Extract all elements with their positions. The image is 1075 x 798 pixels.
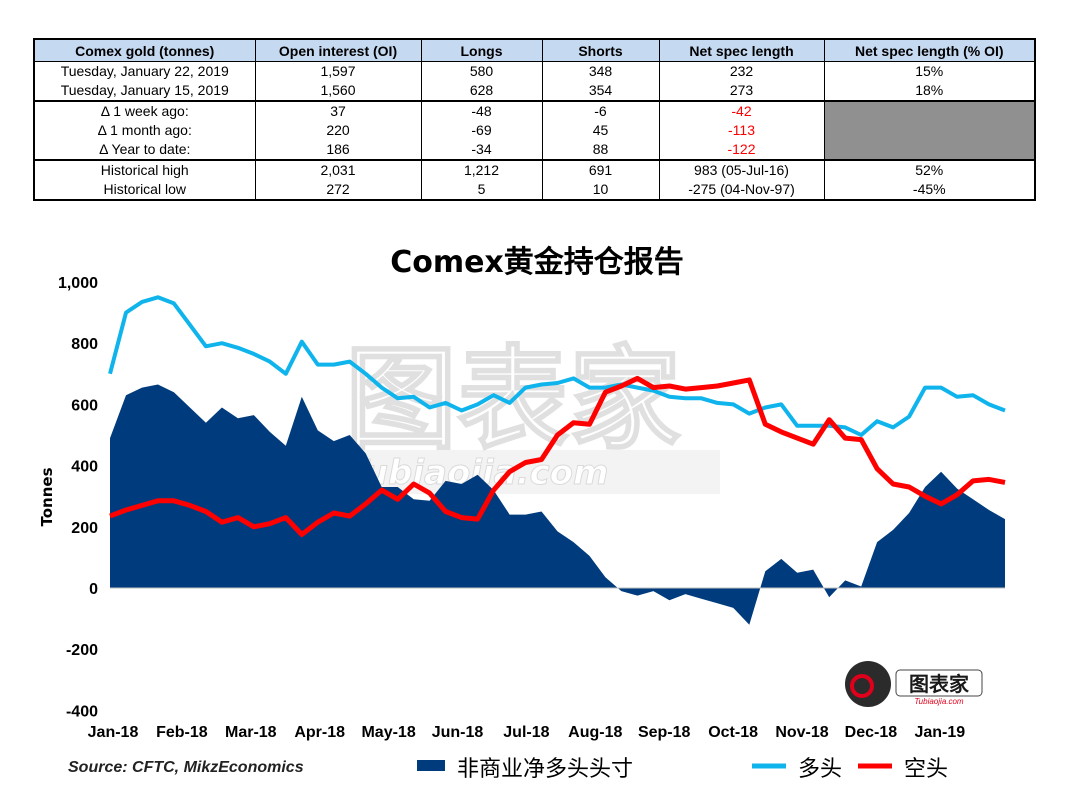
table-row: Δ Year to date: 186 -34 88 -122 xyxy=(33,140,1036,161)
series-shorts-line xyxy=(109,375,1006,537)
legend-label: 多头 xyxy=(798,757,842,782)
table-row: Tuesday, January 15, 2019 1,560 628 354 273 1… xyxy=(33,81,1036,102)
tubiaojia-logo: 图表家 Tubiaojia.com xyxy=(845,661,983,707)
y-axis-label: Tonnes xyxy=(38,467,56,526)
cell-label: Δ 1 month ago: xyxy=(33,121,256,140)
cell-net-spec-pct: 15% xyxy=(823,61,1036,81)
cell-label: Tuesday, January 22, 2019 xyxy=(33,61,256,81)
cell-label: Δ 1 week ago: xyxy=(33,100,256,121)
series-net-long-area xyxy=(110,384,1005,625)
x-tick-label: Oct-18 xyxy=(708,724,758,741)
y-tick-label: -200 xyxy=(66,642,98,659)
logo-head-ring xyxy=(850,674,874,698)
cell-open-interest: 1,560 xyxy=(254,81,422,102)
cell-net-spec-length: -275 (04-Nov-97) xyxy=(658,180,825,201)
cell-open-interest: 1,597 xyxy=(254,61,422,81)
x-tick-label: Jan-18 xyxy=(88,724,139,741)
legend: 非商业净多头头寸 多头 空头 xyxy=(417,757,948,782)
cell-label: Historical low xyxy=(33,180,256,201)
cell-longs: -34 xyxy=(420,140,543,161)
table-row: Δ 1 month ago: 220 -69 45 -113 xyxy=(33,121,1036,140)
cell-open-interest: 186 xyxy=(254,140,422,161)
positions-table: Comex gold (tonnes) Open interest (OI) L… xyxy=(33,38,1036,201)
cell-label: Tuesday, January 15, 2019 xyxy=(33,81,256,102)
watermark: 图表家 Tubiaojia.com xyxy=(335,334,720,494)
cell-shorts: 354 xyxy=(541,81,660,102)
header-net-spec-pct: Net spec length (% OI) xyxy=(823,38,1036,62)
cell-shorts: 45 xyxy=(541,121,660,140)
line-layer xyxy=(108,295,1006,537)
logo-box xyxy=(895,669,983,697)
x-tick-label: Dec-18 xyxy=(845,724,898,741)
y-tick-label: 400 xyxy=(71,459,98,476)
cell-net-spec-pct: 52% xyxy=(823,159,1036,180)
table-row: Historical high 2,031 1,212 691 983 (05-Jul-… xyxy=(33,159,1036,180)
y-tick-label: 200 xyxy=(71,520,98,537)
source-note: Source: CFTC, MikzEconomics xyxy=(68,759,304,776)
y-tick-label: 1,000 xyxy=(58,275,98,292)
cell-shorts: 691 xyxy=(541,159,660,180)
y-tick-label: 600 xyxy=(71,397,98,414)
x-tick-label: Aug-18 xyxy=(568,724,622,741)
legend-label: 空头 xyxy=(904,757,948,782)
x-axis: Jan-18 Feb-18 Mar-18 Apr-18 May-18 Jun-18 Jul-… xyxy=(88,724,966,741)
y-tick-label: 800 xyxy=(71,336,98,353)
cell-shorts: 348 xyxy=(541,61,660,81)
cell-net-spec-length: 232 xyxy=(658,61,825,81)
header-shorts: Shorts xyxy=(541,38,660,62)
header-longs: Longs xyxy=(420,38,543,62)
x-tick-label: Sep-18 xyxy=(638,724,691,741)
cell-net-spec-pct xyxy=(823,121,1036,140)
logo-text: 图表家 xyxy=(909,672,970,696)
cell-longs: -48 xyxy=(420,100,543,121)
y-tick-label: 0 xyxy=(89,581,98,598)
legend-label: 非商业净多头头寸 xyxy=(457,757,633,782)
cell-net-spec-length: -122 xyxy=(658,140,825,161)
x-tick-label: Apr-18 xyxy=(294,724,345,741)
cell-net-spec-pct xyxy=(823,140,1036,161)
logo-subtext: Tubiaojia.com xyxy=(914,697,964,706)
cell-open-interest: 2,031 xyxy=(254,159,422,180)
y-axis: -400 -200 0 200 400 600 800 1,000 xyxy=(58,275,98,720)
watermark-band xyxy=(335,450,720,494)
table-row: Δ 1 week ago: 37 -48 -6 -42 xyxy=(33,100,1036,121)
table-row: Tuesday, January 22, 2019 1,597 580 348 232 1… xyxy=(33,61,1036,81)
x-tick-label: Jun-18 xyxy=(432,724,484,741)
net-long-area-layer xyxy=(110,384,1005,625)
x-tick-label: Nov-18 xyxy=(775,724,828,741)
x-tick-label: Mar-18 xyxy=(225,724,277,741)
header-comex-gold: Comex gold (tonnes) xyxy=(33,38,256,62)
cell-net-spec-pct xyxy=(823,100,1036,121)
x-tick-label: May-18 xyxy=(361,724,415,741)
cell-net-spec-pct: -45% xyxy=(823,180,1036,201)
chart-title: Comex黄金持仓报告 xyxy=(390,245,684,280)
y-tick-label: -400 xyxy=(66,703,98,720)
cell-net-spec-length: 983 (05-Jul-16) xyxy=(658,159,825,180)
cell-net-spec-pct: 18% xyxy=(823,81,1036,102)
cell-label: Historical high xyxy=(33,159,256,180)
x-tick-label: Jul-18 xyxy=(503,724,549,741)
header-open-interest: Open interest (OI) xyxy=(254,38,422,62)
cell-net-spec-length: -42 xyxy=(658,100,825,121)
table-row: Historical low 272 5 10 -275 (04-Nov-97) -45% xyxy=(33,180,1036,201)
series-longs-line xyxy=(108,295,1006,437)
cell-net-spec-length: 273 xyxy=(658,81,825,102)
cell-shorts: 10 xyxy=(541,180,660,201)
cell-longs: 1,212 xyxy=(420,159,543,180)
table-header-row: Comex gold (tonnes) Open interest (OI) L… xyxy=(33,38,1036,62)
x-tick-label: Feb-18 xyxy=(156,724,208,741)
header-net-spec-length: Net spec length xyxy=(658,38,825,62)
cell-label: Δ Year to date: xyxy=(33,140,256,161)
cell-open-interest: 37 xyxy=(254,100,422,121)
watermark-text-en: Tubiaojia.com xyxy=(345,453,608,493)
x-tick-label: Jan-19 xyxy=(914,724,965,741)
legend-swatch xyxy=(417,760,445,771)
